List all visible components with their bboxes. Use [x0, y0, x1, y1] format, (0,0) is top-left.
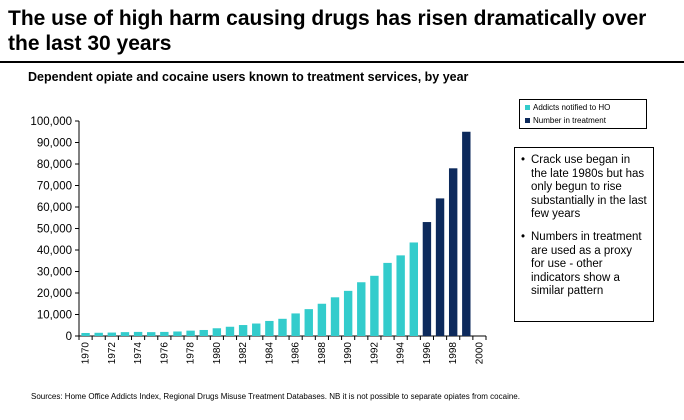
legend-swatch-ho	[525, 104, 530, 110]
note-text: Crack use began in the late 1980s but ha…	[531, 154, 647, 221]
y-tick-label: 100,000	[30, 116, 72, 128]
y-tick-label: 60,000	[37, 202, 72, 214]
x-tick-label: 1970	[81, 342, 92, 365]
legend-item-ho: Addicts notified to HO	[520, 101, 646, 113]
x-tick-label: 1994	[396, 342, 407, 365]
x-tick-label: 1980	[212, 342, 223, 365]
note-text: Numbers in treatment are used as a proxy…	[531, 230, 642, 298]
x-tick-label: 2000	[474, 342, 485, 365]
y-tick-label: 10,000	[37, 310, 72, 322]
bar-ho	[265, 320, 274, 336]
bar-ho	[133, 331, 143, 336]
note-item: • Numbers in treatment are used as a pro…	[521, 231, 647, 299]
x-tick-label: 1996	[422, 342, 433, 365]
y-tick-label: 30,000	[37, 267, 72, 279]
bar-ho	[409, 242, 418, 336]
bar-treatment	[435, 198, 445, 336]
bar-ho	[160, 331, 169, 336]
y-tick-label: 70,000	[37, 181, 72, 193]
slide-title: The use of high harm causing drugs has r…	[8, 7, 647, 55]
legend-label-ho: Addicts notified to HO	[533, 102, 611, 112]
bar-ho	[94, 332, 103, 336]
y-tick-label: 40,000	[37, 245, 72, 257]
y-tick-label: 80,000	[37, 159, 72, 171]
x-tick-label: 1978	[186, 342, 197, 365]
x-tick-label: 1990	[343, 342, 354, 365]
x-tick-label: 1982	[238, 342, 249, 365]
title-divider	[0, 61, 684, 63]
bar-treatment	[448, 168, 458, 336]
legend-item-treatment: Number in treatment	[520, 114, 646, 126]
legend-label-treatment: Number in treatment	[533, 115, 606, 125]
bar-ho	[212, 328, 222, 336]
bar-ho	[291, 313, 300, 336]
notes-box: • Crack use began in the late 1980s but …	[514, 147, 654, 322]
bar-ho	[370, 275, 379, 336]
x-tick-label: 1998	[448, 342, 459, 365]
x-tick-label: 1972	[107, 342, 118, 365]
bar-ho	[252, 323, 261, 336]
bar-ho	[383, 262, 392, 336]
note-item: • Crack use began in the late 1980s but …	[521, 154, 647, 222]
bar-ho	[330, 297, 340, 336]
chart-legend: Addicts notified to HO Number in treatme…	[519, 99, 647, 129]
x-tick-label: 1974	[133, 342, 144, 365]
bar-ho	[173, 331, 182, 336]
bar-ho	[120, 332, 130, 336]
bullet-icon: •	[521, 230, 526, 243]
bar-ho	[147, 332, 156, 336]
bar-ho	[238, 325, 248, 336]
bar-ho	[343, 290, 353, 336]
bullet-icon: •	[521, 154, 526, 166]
bar-treatment	[422, 222, 432, 336]
bar-ho	[186, 330, 195, 336]
y-tick-label: 50,000	[37, 224, 72, 236]
bar-ho	[357, 282, 366, 336]
source-note: Sources: Home Office Addicts Index, Regi…	[31, 392, 520, 401]
x-tick-label: 1988	[317, 342, 328, 365]
y-tick-label: 20,000	[37, 288, 72, 300]
bar-ho	[81, 332, 90, 336]
bar-treatment	[462, 131, 471, 336]
x-tick-label: 1976	[159, 342, 170, 365]
bar-ho	[225, 326, 235, 336]
bar-ho	[317, 303, 327, 336]
x-tick-label: 1984	[264, 342, 275, 365]
bar-ho	[199, 329, 208, 336]
bar-ho	[278, 318, 287, 336]
bar-ho	[304, 309, 313, 336]
legend-swatch-treatment	[525, 117, 530, 123]
bar-ho	[107, 332, 117, 336]
y-tick-label: 0	[66, 331, 72, 343]
x-tick-label: 1986	[291, 342, 302, 365]
x-tick-label: 1992	[369, 342, 380, 365]
bar-ho	[396, 255, 405, 336]
y-tick-label: 90,000	[37, 138, 72, 150]
chart-title: Dependent opiate and cocaine users known…	[28, 70, 469, 84]
